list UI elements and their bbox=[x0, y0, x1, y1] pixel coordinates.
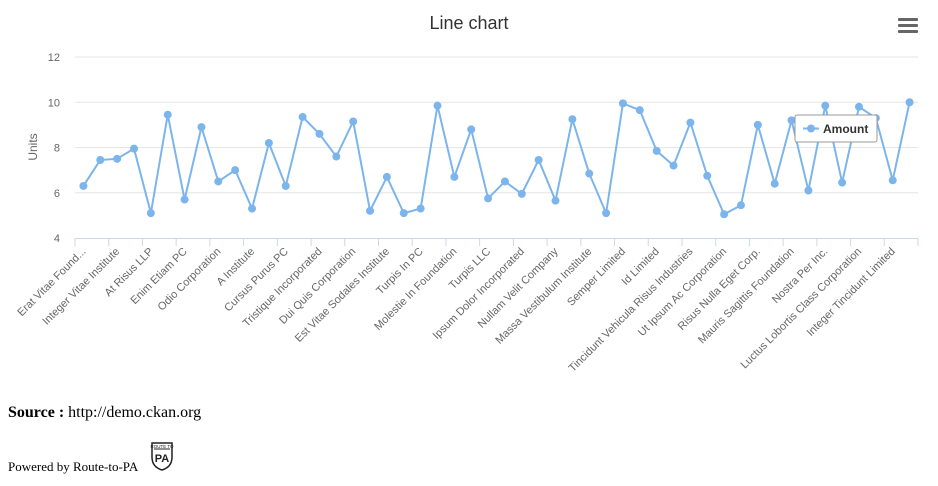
data-point[interactable] bbox=[770, 179, 779, 188]
source-value: http://demo.ckan.org bbox=[68, 404, 202, 421]
data-point[interactable] bbox=[568, 115, 577, 124]
data-point[interactable] bbox=[231, 166, 240, 175]
data-point[interactable] bbox=[399, 209, 408, 218]
chart-container: Line chart 4 6 8 10 12 Units Erat Vitae Foun… bbox=[15, 13, 920, 374]
data-point[interactable] bbox=[602, 209, 611, 218]
data-point[interactable] bbox=[652, 146, 661, 155]
line-chart: Line chart 4 6 8 10 12 Units Erat Vitae Foun… bbox=[15, 13, 919, 374]
y-tick-label: 10 bbox=[48, 97, 60, 109]
data-point[interactable] bbox=[382, 172, 391, 181]
data-point[interactable] bbox=[146, 209, 155, 218]
data-point[interactable] bbox=[517, 189, 526, 198]
data-point[interactable] bbox=[585, 169, 594, 178]
data-point[interactable] bbox=[113, 154, 122, 163]
data-point[interactable] bbox=[315, 129, 324, 138]
data-point[interactable] bbox=[130, 144, 139, 153]
logo-main-text: PA bbox=[155, 453, 170, 465]
x-tick-label: Semper Limited bbox=[565, 246, 628, 309]
y-tick-label: 4 bbox=[54, 233, 60, 245]
data-point[interactable] bbox=[888, 176, 897, 185]
chart-title: Line chart bbox=[429, 13, 508, 33]
data-point[interactable] bbox=[821, 101, 830, 110]
data-point[interactable] bbox=[787, 116, 796, 125]
y-tick-label: 6 bbox=[54, 188, 60, 200]
data-point[interactable] bbox=[736, 201, 745, 210]
source-label: Source : bbox=[8, 404, 65, 421]
data-point[interactable] bbox=[281, 181, 290, 190]
data-point[interactable] bbox=[484, 194, 493, 203]
y-axis-title: Units bbox=[26, 133, 40, 160]
data-point[interactable] bbox=[349, 117, 358, 126]
data-point[interactable] bbox=[214, 177, 223, 186]
data-point[interactable] bbox=[551, 196, 560, 205]
data-point[interactable] bbox=[366, 206, 375, 215]
x-tick-label: Luctus Lobortis Class Corporation bbox=[738, 246, 864, 372]
data-point[interactable] bbox=[163, 110, 172, 119]
x-tick-label: Odio Corporation bbox=[156, 246, 224, 314]
data-point[interactable] bbox=[248, 204, 257, 213]
data-point[interactable] bbox=[197, 123, 206, 132]
data-point[interactable] bbox=[264, 138, 273, 147]
route-to-pa-logo: ROUTE TO PA bbox=[150, 442, 174, 471]
data-point[interactable] bbox=[669, 161, 678, 170]
data-point[interactable] bbox=[180, 195, 189, 204]
data-point[interactable] bbox=[804, 186, 813, 195]
x-axis: Erat Vitae Found...Integer Vitae Institu… bbox=[15, 238, 919, 374]
legend[interactable]: Amount bbox=[794, 114, 878, 143]
data-point[interactable] bbox=[854, 102, 863, 111]
x-tick-label: Tincidunt Vehicula Risus Industries bbox=[567, 245, 696, 374]
data-point[interactable] bbox=[433, 101, 442, 110]
data-point[interactable] bbox=[298, 112, 307, 121]
data-point[interactable] bbox=[618, 99, 627, 108]
series-amount[interactable] bbox=[79, 98, 914, 219]
data-point[interactable] bbox=[753, 120, 762, 129]
data-point[interactable] bbox=[720, 210, 729, 219]
data-point[interactable] bbox=[416, 204, 425, 213]
data-point[interactable] bbox=[332, 152, 341, 161]
grid-lines bbox=[75, 56, 918, 194]
logo-top-text: ROUTE TO bbox=[150, 444, 174, 449]
data-point[interactable] bbox=[703, 171, 712, 180]
y-axis: 4 6 8 10 12 bbox=[48, 52, 60, 245]
data-point[interactable] bbox=[905, 98, 914, 107]
y-tick-label: 12 bbox=[48, 52, 60, 64]
data-point[interactable] bbox=[500, 177, 509, 186]
data-point[interactable] bbox=[534, 155, 543, 164]
legend-item-amount[interactable]: Amount bbox=[823, 122, 868, 136]
hamburger-menu-icon[interactable] bbox=[896, 16, 920, 36]
y-tick-label: 8 bbox=[54, 143, 60, 155]
data-point[interactable] bbox=[635, 106, 644, 115]
source-line: Source : http://demo.ckan.org bbox=[8, 404, 201, 422]
data-point[interactable] bbox=[450, 172, 459, 181]
series-line bbox=[82, 102, 911, 216]
data-point[interactable] bbox=[686, 118, 695, 127]
data-point[interactable] bbox=[838, 178, 847, 187]
data-point[interactable] bbox=[96, 155, 105, 164]
data-point[interactable] bbox=[79, 181, 88, 190]
powered-by-text: Powered by Route-to-PA bbox=[8, 459, 139, 474]
legend-symbol-marker bbox=[807, 124, 815, 133]
data-point[interactable] bbox=[467, 125, 476, 134]
